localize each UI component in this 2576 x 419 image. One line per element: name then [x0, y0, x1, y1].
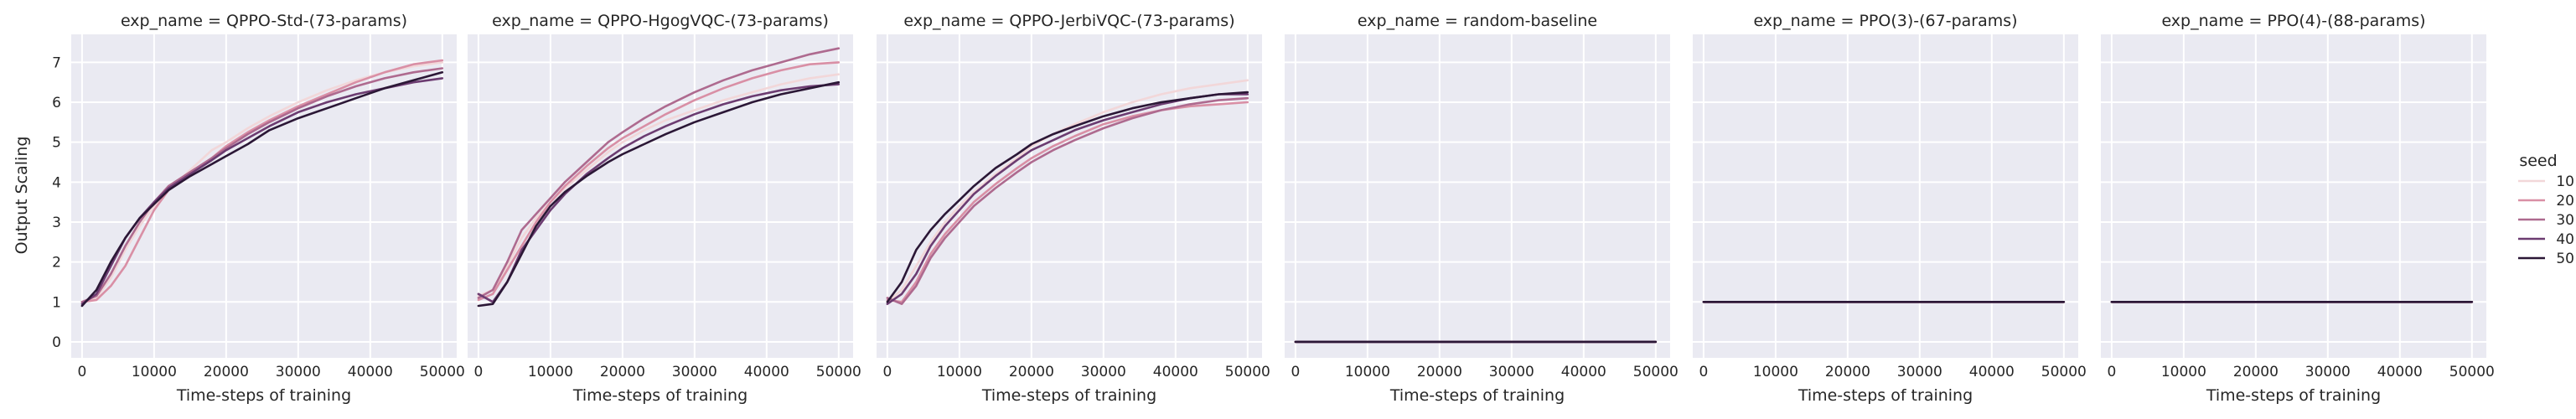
x-tick-label: 30000 — [1897, 364, 1942, 380]
y-tick-label: 6 — [52, 95, 61, 111]
panel-title: exp_name = QPPO-Std-(73-params) — [121, 12, 407, 30]
panel-2: 0 10000 20000 30000 40000 50000 exp_name = QPP… — [877, 12, 1270, 405]
x-tick-label: 10000 — [132, 364, 177, 380]
x-tick-label: 30000 — [276, 364, 321, 380]
panel-background — [71, 34, 457, 358]
panel-title: exp_name = QPPO-HgogVQC-(73-params) — [492, 12, 829, 30]
panel-title: exp_name = PPO(4)-(88-params) — [2161, 12, 2425, 30]
x-tick-label: 50000 — [420, 364, 465, 380]
x-tick-label: 20000 — [1825, 364, 1870, 380]
series-line-seed-30 — [477, 47, 841, 299]
x-tick-label: 10000 — [2161, 364, 2206, 380]
y-tick-label: 0 — [52, 334, 61, 351]
x-tick-label: 20000 — [2233, 364, 2279, 380]
panel-background — [1285, 34, 1670, 358]
y-tick-label: 3 — [52, 215, 61, 231]
panel-title: exp_name = random-baseline — [1358, 12, 1597, 30]
series-line-seed-10 — [80, 61, 444, 303]
panel-background — [877, 34, 1262, 358]
x-tick-label: 40000 — [348, 364, 393, 380]
x-tick-label: 0 — [473, 364, 483, 380]
x-axis-label: Time-steps of training — [1798, 386, 1973, 405]
y-tick-label: 2 — [52, 255, 61, 272]
x-tick-label: 40000 — [1153, 364, 1198, 380]
x-tick-label: 0 — [1291, 364, 1300, 380]
y-tick-label: 7 — [52, 54, 61, 71]
x-axis-label: Time-steps of training — [1389, 386, 1565, 405]
series-line-seed-50 — [80, 71, 444, 308]
x-tick-label: 40000 — [744, 364, 789, 380]
x-tick-label: 50000 — [1225, 364, 1270, 380]
y-tick-label: 5 — [52, 135, 61, 152]
x-tick-label: 50000 — [2041, 364, 2087, 380]
x-tick-label: 40000 — [1969, 364, 2015, 380]
legend-label: 10 — [2556, 173, 2574, 190]
x-tick-label: 30000 — [1489, 364, 1534, 380]
panel-title: exp_name = PPO(3)-(67-params) — [1753, 12, 2017, 30]
x-tick-label: 20000 — [1417, 364, 1462, 380]
legend-label: 20 — [2556, 193, 2574, 210]
panel-3: 0 10000 20000 30000 40000 50000 exp_name = ran… — [1285, 12, 1679, 405]
x-tick-label: 0 — [2107, 364, 2116, 380]
x-tick-label: 0 — [77, 364, 86, 380]
x-tick-label: 10000 — [1753, 364, 1798, 380]
series-line-seed-30 — [886, 96, 1249, 305]
series-line-seed-40 — [477, 83, 841, 303]
x-axis-label: Time-steps of training — [572, 386, 747, 405]
x-axis-label: Time-steps of training — [2206, 386, 2381, 405]
legend: seed 10 20 30 40 50 — [2518, 152, 2574, 267]
x-tick-label: 50000 — [1633, 364, 1679, 380]
panel-4: 0 10000 20000 30000 40000 50000 exp_name = PPO… — [1693, 12, 2087, 405]
x-tick-label: 20000 — [1009, 364, 1054, 380]
x-tick-label: 50000 — [2449, 364, 2495, 380]
series-line-seed-10 — [886, 79, 1249, 303]
panel-background — [468, 34, 853, 358]
legend-title: seed — [2519, 152, 2557, 170]
legend-label: 40 — [2556, 231, 2574, 248]
x-tick-label: 20000 — [204, 364, 249, 380]
x-tick-label: 10000 — [937, 364, 982, 380]
panel-1: 0 10000 20000 30000 40000 50000 exp_name = QPP… — [468, 12, 861, 405]
panel-background — [1693, 34, 2078, 358]
series-line-seed-10 — [477, 73, 841, 297]
series-line-seed-40 — [886, 93, 1249, 305]
y-tick-label: 4 — [52, 174, 61, 191]
x-tick-label: 30000 — [1081, 364, 1126, 380]
x-tick-label: 20000 — [600, 364, 645, 380]
y-tick-label: 1 — [52, 294, 61, 311]
legend-label: 30 — [2556, 212, 2574, 229]
series-line-seed-30 — [80, 67, 444, 303]
panel-5: 0 10000 20000 30000 40000 50000 exp_name = PPO… — [2101, 12, 2495, 405]
panel-0: 0 1 2 3 4 5 6 7 0 10000 20000 30000 40000 50000 exp_na… — [52, 12, 465, 405]
series-line-seed-50 — [477, 80, 841, 308]
panel-title: exp_name = QPPO-JerbiVQC-(73-params) — [903, 12, 1234, 30]
x-tick-label: 0 — [1699, 364, 1708, 380]
x-tick-label: 10000 — [1345, 364, 1390, 380]
x-tick-label: 0 — [882, 364, 892, 380]
x-axis-label: Time-steps of training — [176, 386, 351, 405]
x-tick-label: 40000 — [1561, 364, 1606, 380]
x-tick-label: 30000 — [2305, 364, 2351, 380]
x-tick-label: 50000 — [816, 364, 861, 380]
series-line-seed-50 — [886, 91, 1249, 303]
y-axis-label: Output Scaling — [13, 137, 31, 255]
legend-label: 50 — [2556, 251, 2574, 267]
panels: 0 1 2 3 4 5 6 7 0 10000 20000 30000 40000 50000 exp_na… — [52, 12, 2495, 405]
x-tick-label: 30000 — [672, 364, 717, 380]
x-tick-label: 40000 — [2377, 364, 2423, 380]
x-axis-label: Time-steps of training — [981, 386, 1156, 405]
x-tick-label: 10000 — [528, 364, 573, 380]
panel-background — [2101, 34, 2486, 358]
series-line-seed-20 — [477, 61, 841, 302]
